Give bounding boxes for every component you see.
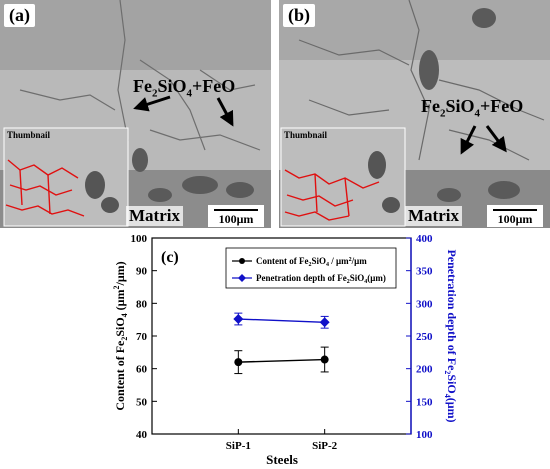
- annotation-arrows-b: [460, 125, 507, 155]
- svg-text:Penetration depth of Fe2SiO4(μ: Penetration depth of Fe2SiO4(μm): [443, 249, 459, 422]
- micrograph-image-a: [0, 0, 271, 228]
- y-tick-label-right: 350: [416, 266, 433, 278]
- y-tick-label-right: 250: [416, 331, 433, 343]
- panel-label-b: (b): [283, 4, 315, 27]
- scale-bar-a: 100μm: [208, 205, 264, 227]
- y-tick-label-left: 50: [136, 396, 148, 408]
- micrograph-panel-b: (b) Fe2SiO4+FeO Thumbnail Matrix 100μm: [279, 0, 550, 228]
- panel-label-c: (c): [161, 249, 179, 266]
- dual-axis-chart: (c) Steels Content of Fe2SiO4 (μm2/μm) P…: [112, 233, 459, 467]
- scale-label-b: 100μm: [497, 212, 533, 226]
- matrix-label-a: Matrix: [126, 206, 183, 226]
- annotation-arrows-a: [133, 95, 234, 127]
- x-axis-label: Steels: [266, 452, 298, 467]
- legend-entry-depth: Penetration depth of Fe2SiO4(μm): [256, 273, 386, 285]
- series-line-0: [238, 358, 325, 363]
- y-tick-label-left: 60: [136, 364, 148, 376]
- thumbnail-label-b: Thumbnail: [284, 130, 328, 140]
- y-tick-label-right: 100: [416, 429, 433, 441]
- y-tick-label-left: 70: [136, 331, 148, 343]
- y-tick-label-right: 200: [416, 364, 433, 376]
- y-tick-label-left: 90: [136, 266, 148, 278]
- x-tick-label: SiP-1: [226, 440, 251, 452]
- phase-annotation-b: Fe2SiO4+FeO: [421, 96, 524, 120]
- phase-annotation-a: Fe2SiO4+FeO: [133, 76, 236, 100]
- y-axis-label-left: Content of Fe2SiO4 (μm2/μm): [112, 261, 129, 410]
- scale-label-a: 100μm: [218, 212, 254, 226]
- data-point-1: [319, 317, 330, 328]
- data-point-1: [233, 314, 244, 325]
- y-tick-label-right: 150: [416, 396, 433, 408]
- scale-bar-b: 100μm: [487, 205, 543, 227]
- thumbnail-label-a: Thumbnail: [7, 130, 51, 140]
- micrograph-image-b: [279, 0, 550, 228]
- matrix-label-b: Matrix: [405, 206, 462, 226]
- data-point-0: [320, 355, 329, 364]
- y-tick-label-right: 400: [416, 233, 433, 245]
- legend-marker-depth: [238, 274, 246, 282]
- micrograph-panel-a: (a) Fe2SiO4+FeO Thumbnail Matrix 100μm: [0, 0, 271, 228]
- x-tick-label: SiP-2: [312, 440, 338, 452]
- y-tick-label-left: 80: [136, 298, 148, 310]
- legend: Content of Fe2SiO4 / μm2/μm Penetration …: [225, 247, 397, 289]
- data-point-0: [234, 358, 243, 367]
- svg-text:Content of Fe2SiO4 (μm2/μm): Content of Fe2SiO4 (μm2/μm): [112, 261, 129, 410]
- panel-label-a: (a): [4, 4, 35, 27]
- y-tick-label-left: 40: [136, 429, 148, 441]
- series-line-1: [238, 318, 325, 323]
- legend-marker-content: [239, 258, 245, 264]
- legend-entry-content: Content of Fe2SiO4 / μm2/μm: [256, 256, 367, 268]
- y-tick-label-right: 300: [416, 298, 433, 310]
- y-tick-label-left: 100: [131, 233, 148, 245]
- y-axis-label-right: Penetration depth of Fe2SiO4(μm): [443, 249, 459, 422]
